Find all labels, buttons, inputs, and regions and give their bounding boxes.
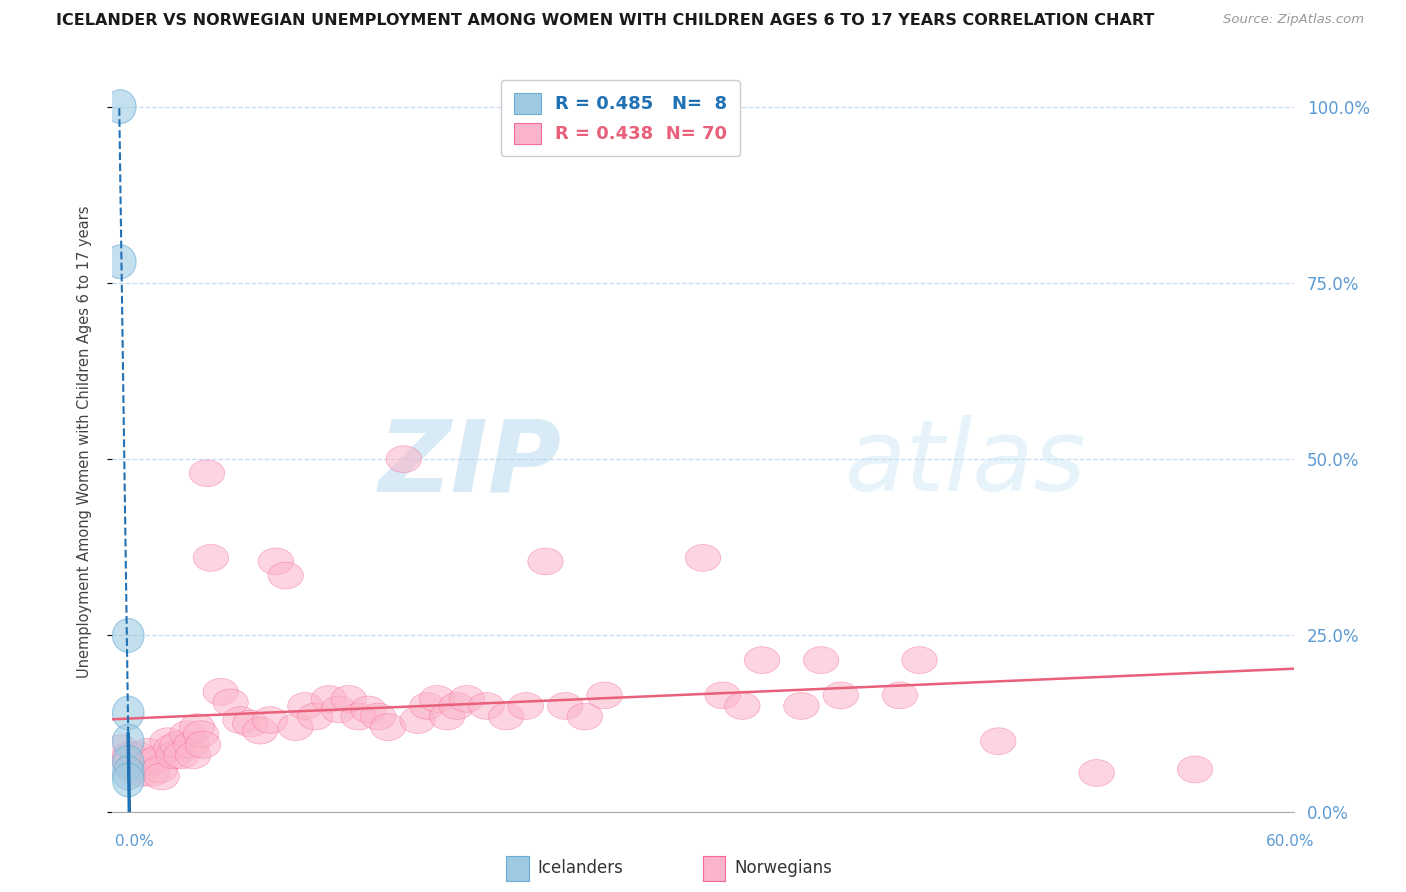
Ellipse shape [212, 689, 249, 715]
Ellipse shape [141, 746, 176, 772]
Ellipse shape [340, 703, 377, 730]
Ellipse shape [132, 749, 167, 776]
Ellipse shape [112, 696, 143, 730]
Ellipse shape [153, 735, 190, 762]
Y-axis label: Unemployment Among Women with Children Ages 6 to 17 years: Unemployment Among Women with Children A… [77, 205, 91, 678]
Ellipse shape [685, 544, 721, 571]
Ellipse shape [112, 724, 143, 758]
Ellipse shape [488, 703, 524, 730]
Ellipse shape [278, 714, 314, 740]
Text: ZIP: ZIP [378, 416, 561, 512]
Text: ICELANDER VS NORWEGIAN UNEMPLOYMENT AMONG WOMEN WITH CHILDREN AGES 6 TO 17 YEARS: ICELANDER VS NORWEGIAN UNEMPLOYMENT AMON… [56, 13, 1154, 29]
Ellipse shape [419, 686, 456, 713]
Ellipse shape [112, 742, 148, 769]
Ellipse shape [114, 756, 150, 783]
Ellipse shape [704, 682, 741, 709]
Text: Source: ZipAtlas.com: Source: ZipAtlas.com [1223, 13, 1364, 27]
Ellipse shape [360, 703, 396, 730]
Ellipse shape [1177, 756, 1213, 783]
Ellipse shape [547, 692, 583, 719]
Ellipse shape [163, 742, 200, 769]
Ellipse shape [567, 703, 603, 730]
Ellipse shape [449, 686, 485, 713]
Ellipse shape [242, 717, 278, 744]
Ellipse shape [321, 696, 357, 723]
Legend: R = 0.485   N=  8, R = 0.438  N= 70: R = 0.485 N= 8, R = 0.438 N= 70 [501, 80, 740, 156]
Ellipse shape [112, 746, 143, 780]
Ellipse shape [150, 728, 186, 755]
Ellipse shape [156, 742, 191, 769]
Ellipse shape [508, 692, 544, 719]
Ellipse shape [468, 692, 505, 719]
Ellipse shape [180, 714, 215, 740]
Ellipse shape [783, 692, 820, 719]
Ellipse shape [112, 749, 148, 776]
Ellipse shape [252, 706, 288, 733]
Ellipse shape [142, 756, 177, 783]
Ellipse shape [173, 731, 209, 758]
Ellipse shape [131, 739, 166, 765]
Ellipse shape [350, 696, 387, 723]
Text: 60.0%: 60.0% [1267, 834, 1315, 849]
Ellipse shape [527, 548, 564, 574]
Ellipse shape [124, 760, 160, 787]
Ellipse shape [170, 721, 205, 747]
Ellipse shape [176, 742, 211, 769]
Text: Norwegians: Norwegians [734, 859, 832, 877]
Ellipse shape [882, 682, 918, 709]
Ellipse shape [429, 703, 465, 730]
Ellipse shape [439, 692, 475, 719]
Ellipse shape [298, 703, 333, 730]
Ellipse shape [112, 618, 143, 652]
Ellipse shape [122, 753, 157, 780]
Ellipse shape [399, 706, 436, 733]
Ellipse shape [112, 756, 143, 789]
Ellipse shape [387, 446, 422, 473]
Ellipse shape [586, 682, 623, 709]
Ellipse shape [370, 714, 406, 740]
Ellipse shape [901, 647, 938, 673]
Ellipse shape [980, 728, 1017, 755]
Ellipse shape [190, 460, 225, 487]
Text: atlas: atlas [845, 416, 1087, 512]
Ellipse shape [311, 686, 347, 713]
Ellipse shape [823, 682, 859, 709]
Ellipse shape [330, 686, 367, 713]
Ellipse shape [134, 760, 170, 787]
Text: 0.0%: 0.0% [115, 834, 155, 849]
Ellipse shape [724, 692, 761, 719]
Ellipse shape [288, 692, 323, 719]
Ellipse shape [232, 710, 269, 737]
Ellipse shape [104, 90, 136, 123]
Ellipse shape [1078, 760, 1115, 787]
Ellipse shape [183, 721, 219, 747]
Ellipse shape [186, 731, 221, 758]
Ellipse shape [160, 731, 195, 758]
Ellipse shape [269, 562, 304, 589]
Text: Icelanders: Icelanders [537, 859, 623, 877]
Ellipse shape [259, 548, 294, 574]
Ellipse shape [143, 763, 180, 789]
Ellipse shape [744, 647, 780, 673]
Ellipse shape [202, 679, 239, 706]
Ellipse shape [103, 735, 138, 762]
Ellipse shape [222, 706, 259, 733]
Ellipse shape [104, 244, 136, 278]
Ellipse shape [803, 647, 839, 673]
Ellipse shape [112, 763, 143, 797]
Ellipse shape [193, 544, 229, 571]
Ellipse shape [409, 692, 446, 719]
Ellipse shape [121, 742, 156, 769]
